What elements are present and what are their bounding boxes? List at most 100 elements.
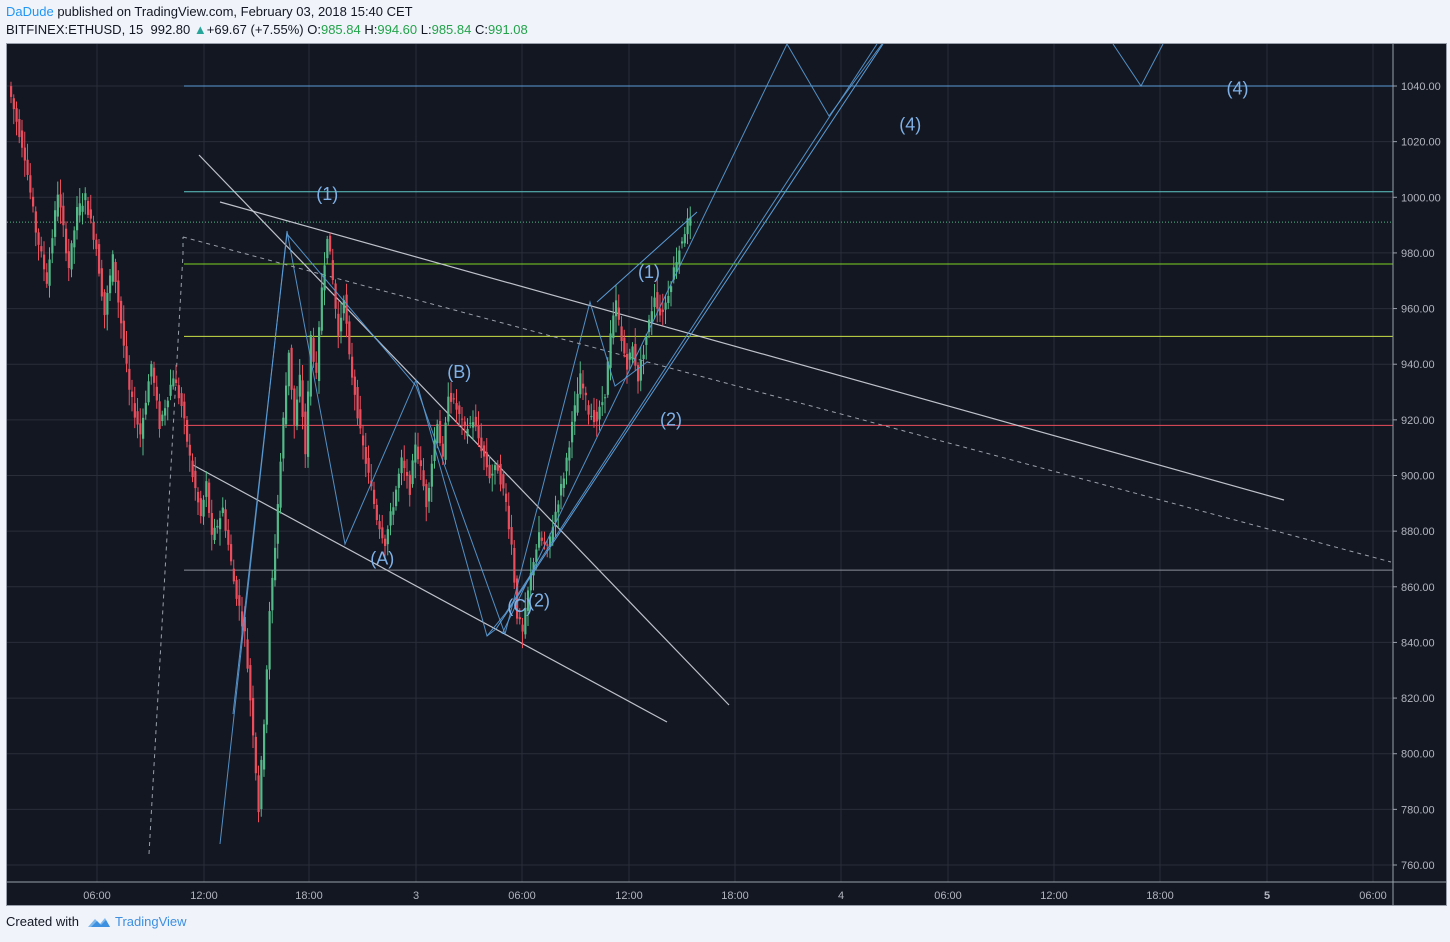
tradingview-link[interactable]: TradingView xyxy=(87,914,187,929)
wave-label: (2) xyxy=(660,409,682,429)
candle-body xyxy=(408,474,411,495)
candle-body xyxy=(428,487,431,502)
candle-body xyxy=(293,388,296,425)
candle-body xyxy=(469,422,472,424)
candle-body xyxy=(389,511,392,526)
candle-body xyxy=(263,724,266,770)
candle-body xyxy=(458,405,461,415)
candle-body xyxy=(230,544,233,562)
candle-body xyxy=(87,200,90,215)
candle-body xyxy=(681,241,684,244)
price-axis[interactable]: 1040.00 1020.00 1000.00 980.00 960.00 940.00 9… xyxy=(1392,44,1441,905)
candle-body xyxy=(639,360,642,381)
candle-body xyxy=(472,422,475,428)
candle-body xyxy=(26,159,29,175)
price-tick-label: 960.00 xyxy=(1401,304,1435,316)
candle-body xyxy=(304,411,307,455)
candle-body xyxy=(153,367,156,383)
candle-body xyxy=(505,493,508,502)
candle-body xyxy=(631,346,634,360)
candle-body xyxy=(186,419,189,442)
candle-body xyxy=(95,239,98,249)
candle-body xyxy=(656,292,659,309)
candle-body xyxy=(395,489,398,507)
candle-body xyxy=(23,147,26,161)
candle-body xyxy=(554,511,557,523)
wave-label: (B) xyxy=(447,362,471,382)
price-tick-label: 780.00 xyxy=(1401,804,1435,816)
candle-body xyxy=(491,473,494,476)
time-axis[interactable]: 06:00 12:00 18:00 3 06:00 12:00 18:00 4 06:00 12:… xyxy=(7,881,1446,902)
time-tick-label: 5 xyxy=(1264,890,1270,902)
trend-line xyxy=(219,201,1285,501)
candle-body xyxy=(560,483,563,496)
candle-body xyxy=(202,499,205,517)
candle-body xyxy=(318,327,321,382)
candle-body xyxy=(582,383,585,389)
candle-body xyxy=(447,396,450,422)
candle-body xyxy=(260,759,263,810)
candle-body xyxy=(444,422,447,460)
candle-body xyxy=(439,420,442,444)
candle-body xyxy=(320,287,323,331)
candle-body xyxy=(48,259,51,286)
candle-body xyxy=(334,283,337,309)
candle-body xyxy=(238,595,241,606)
candle-body xyxy=(106,292,109,315)
time-tick-label: 12:00 xyxy=(190,890,218,902)
candle-body xyxy=(683,234,686,244)
candle-body xyxy=(191,460,194,478)
candle-body xyxy=(565,457,568,472)
candle-body xyxy=(315,362,318,373)
candle-body xyxy=(378,521,381,530)
price-chart[interactable]: (1)(A)(B)(C)(2)(1)(2)(4)(4) 1040.001020.… xyxy=(7,42,1446,905)
candle-body xyxy=(62,205,65,226)
candle-body xyxy=(268,611,271,670)
candle-body xyxy=(430,463,433,487)
price-tick-label: 920.00 xyxy=(1401,415,1435,427)
symbol-info: BITFINEX:ETHUSD, 15 992.80 ▲+69.67 (+7.5… xyxy=(6,22,528,37)
candle-body xyxy=(128,368,131,390)
candle-body xyxy=(213,527,216,541)
chart-panel[interactable]: (1) (A) (B) (C) (2) (1) (2) (4) (4) 1040.00 1020.… xyxy=(6,42,1447,906)
candle-body xyxy=(232,568,235,582)
candle-body xyxy=(109,275,112,294)
candle-body xyxy=(648,319,651,332)
time-tick-label: 12:00 xyxy=(615,890,643,902)
candle-body xyxy=(576,393,579,413)
price-change: +69.67 (+7.55%) xyxy=(206,22,304,37)
candle-body xyxy=(54,210,57,237)
low-label: L: xyxy=(420,22,432,37)
candle-body xyxy=(406,472,409,476)
candle-body xyxy=(131,391,134,398)
candle-body xyxy=(161,414,164,422)
price-tick-label: 900.00 xyxy=(1401,471,1435,483)
candle-body xyxy=(452,398,455,400)
candle-body xyxy=(367,457,370,473)
wave-line xyxy=(501,42,883,635)
wave-label: (A) xyxy=(370,549,394,569)
candle-body xyxy=(29,175,32,193)
candle-body xyxy=(290,347,293,390)
candle-body xyxy=(516,578,519,619)
dashed-trend-line xyxy=(182,236,1392,563)
candle-body xyxy=(199,498,202,517)
author-link[interactable]: DaDude xyxy=(6,4,54,19)
candle-body xyxy=(356,387,359,419)
candle-body xyxy=(296,399,299,427)
candle-body xyxy=(362,435,365,446)
wave-line xyxy=(1112,43,1164,87)
price-tick-label: 800.00 xyxy=(1401,749,1435,761)
close-value: 991.08 xyxy=(487,22,528,37)
candle-body xyxy=(414,444,417,463)
candle-body xyxy=(686,218,689,235)
open-label: O: xyxy=(307,22,321,37)
candle-body xyxy=(271,577,274,611)
candle-body xyxy=(620,326,623,342)
published-text: published on TradingView.com, February 0… xyxy=(53,4,413,19)
time-tick-label: 3 xyxy=(413,890,419,902)
candle-body xyxy=(488,464,491,479)
candle-body xyxy=(637,365,640,382)
candles xyxy=(10,81,692,823)
candle-body xyxy=(461,418,464,420)
